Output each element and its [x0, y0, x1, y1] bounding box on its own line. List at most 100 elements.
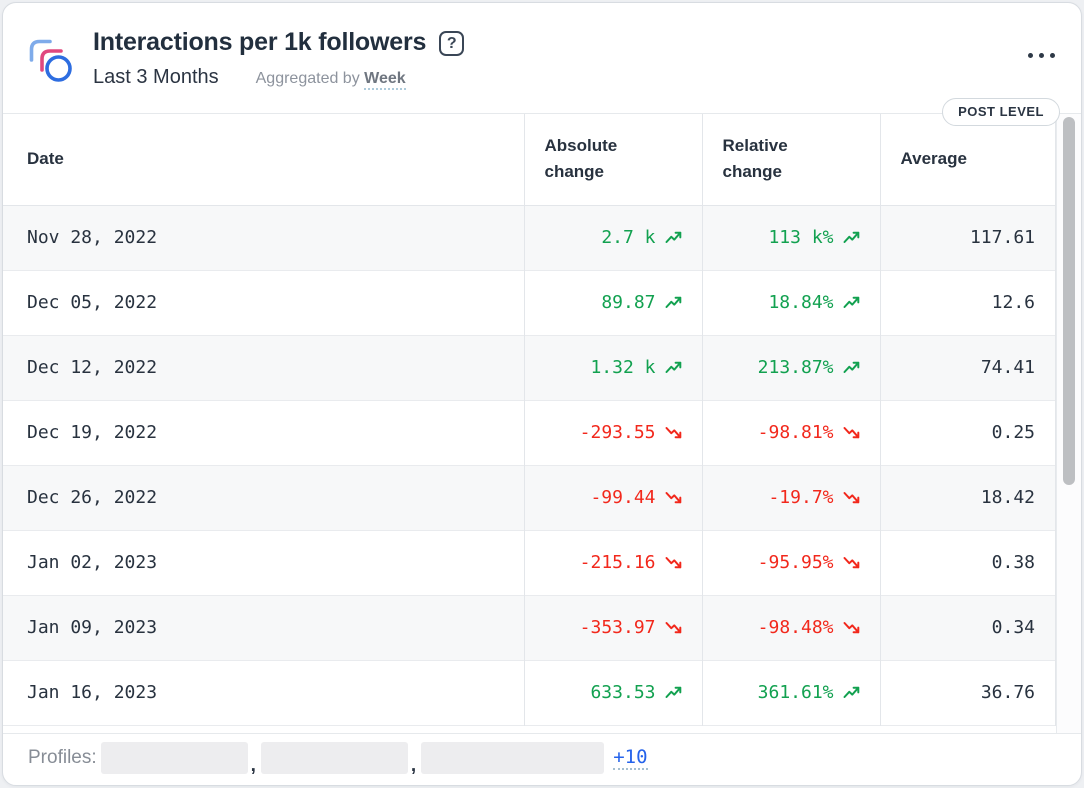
date-cell: Dec 26, 2022	[3, 465, 525, 530]
aggregation-selector[interactable]: Week	[364, 70, 406, 90]
trend-down-icon	[843, 552, 860, 573]
trend-down-icon	[665, 552, 682, 573]
relative-change-cell: -95.95%	[702, 530, 881, 595]
date-range-label: Last 3 Months	[93, 66, 219, 88]
average-cell: 36.76	[880, 660, 1056, 725]
trend-down-icon	[665, 422, 682, 443]
change-value: 18.84%	[768, 292, 834, 313]
date-cell: Jan 02, 2023	[3, 530, 525, 595]
relative-change-cell: 113 k%	[702, 205, 881, 270]
change-value: -293.55	[579, 422, 656, 443]
absolute-change-cell: 633.53	[524, 660, 703, 725]
table-row: Dec 12, 2022 1.32 k 213.87% 74.41	[3, 335, 1056, 400]
date-cell: Jan 16, 2023	[3, 660, 525, 725]
scrollbar-thumb[interactable]	[1063, 117, 1075, 485]
help-icon[interactable]: ?	[439, 31, 465, 56]
trend-up-icon	[665, 357, 682, 378]
date-cell: Dec 05, 2022	[3, 270, 525, 335]
average-cell: 117.61	[880, 205, 1056, 270]
ellipsis-dot	[1050, 53, 1055, 58]
trend-up-icon	[843, 682, 860, 703]
column-header-average: Average	[880, 114, 1056, 206]
absolute-change-cell: -353.97	[524, 595, 703, 660]
trend-up-icon	[665, 682, 682, 703]
table-area: Date Absolute change Relative change Ave…	[3, 113, 1081, 733]
change-value: 1.32 k	[590, 357, 656, 378]
date-cell: Jan 09, 2023	[3, 595, 525, 660]
change-value: 113 k%	[768, 227, 834, 248]
average-cell: 0.34	[880, 595, 1056, 660]
table-row: Jan 02, 2023 -215.16 -95.95% 0.38	[3, 530, 1056, 595]
profiles-separator: ,	[410, 755, 417, 776]
table-row: Dec 05, 2022 89.87 18.84% 12.6	[3, 270, 1056, 335]
average-cell: 74.41	[880, 335, 1056, 400]
trend-up-icon	[665, 227, 682, 248]
average-cell: 0.25	[880, 400, 1056, 465]
trend-down-icon	[665, 487, 682, 508]
table-row: Dec 19, 2022 -293.55 -98.81% 0.25	[3, 400, 1056, 465]
date-cell: Dec 19, 2022	[3, 400, 525, 465]
redacted-profile-name	[260, 741, 408, 774]
ellipsis-dot	[1028, 53, 1033, 58]
change-value: -19.7%	[768, 487, 834, 508]
absolute-change-cell: 2.7 k	[524, 205, 703, 270]
change-value: -95.95%	[757, 552, 834, 573]
title-block: Interactions per 1k followers ? Last 3 M…	[93, 28, 465, 90]
more-options-button[interactable]	[1024, 45, 1059, 66]
trend-down-icon	[665, 617, 682, 638]
aggregation-label: Aggregated by Week	[255, 70, 406, 90]
relative-change-cell: -98.81%	[702, 400, 881, 465]
date-cell: Dec 12, 2022	[3, 335, 525, 400]
widget-footer: Profiles: , , +10	[3, 733, 1081, 785]
trend-up-icon	[843, 357, 860, 378]
trend-down-icon	[843, 422, 860, 443]
change-value: -353.97	[579, 617, 656, 638]
more-profiles-link[interactable]: +10	[613, 745, 648, 770]
change-value: -98.48%	[757, 617, 834, 638]
column-header-date: Date	[3, 114, 525, 206]
column-header-absolute-change: Absolute change	[524, 114, 703, 206]
change-value: -215.16	[579, 552, 656, 573]
data-table: Date Absolute change Relative change Ave…	[3, 114, 1056, 726]
relative-change-cell: 18.84%	[702, 270, 881, 335]
relative-change-cell: 361.61%	[702, 660, 881, 725]
absolute-change-cell: -293.55	[524, 400, 703, 465]
trend-down-icon	[843, 617, 860, 638]
profiles-label: Profiles:	[28, 746, 97, 768]
relative-change-cell: -19.7%	[702, 465, 881, 530]
change-value: -99.44	[590, 487, 656, 508]
average-cell: 12.6	[880, 270, 1056, 335]
table-row: Nov 28, 2022 2.7 k 113 k% 117.61	[3, 205, 1056, 270]
relative-change-cell: -98.48%	[702, 595, 881, 660]
absolute-change-cell: 89.87	[524, 270, 703, 335]
table-body: Nov 28, 2022 2.7 k 113 k% 117.61 Dec 05, 202…	[3, 205, 1056, 725]
post-level-badge: POST LEVEL	[942, 98, 1060, 126]
redacted-profile-name	[100, 741, 248, 774]
column-header-relative-change: Relative change	[702, 114, 881, 206]
table-header-row: Date Absolute change Relative change Ave…	[3, 114, 1056, 206]
scrollbar-track[interactable]	[1056, 114, 1081, 733]
change-value: 89.87	[601, 292, 656, 313]
widget-header: Interactions per 1k followers ? Last 3 M…	[3, 3, 1081, 113]
app-logo-icon	[25, 35, 73, 83]
trend-up-icon	[843, 292, 860, 313]
change-value: 633.53	[590, 682, 656, 703]
average-cell: 18.42	[880, 465, 1056, 530]
redacted-profile-name	[421, 741, 605, 774]
change-value: 213.87%	[757, 357, 834, 378]
ellipsis-dot	[1039, 53, 1044, 58]
change-value: 2.7 k	[601, 227, 656, 248]
relative-change-cell: 213.87%	[702, 335, 881, 400]
widget-title: Interactions per 1k followers	[93, 28, 427, 56]
table-row: Dec 26, 2022 -99.44 -19.7% 18.42	[3, 465, 1056, 530]
trend-up-icon	[665, 292, 682, 313]
average-cell: 0.38	[880, 530, 1056, 595]
absolute-change-cell: -215.16	[524, 530, 703, 595]
absolute-change-cell: -99.44	[524, 465, 703, 530]
trend-up-icon	[843, 227, 860, 248]
date-cell: Nov 28, 2022	[3, 205, 525, 270]
table-row: Jan 09, 2023 -353.97 -98.48% 0.34	[3, 595, 1056, 660]
change-value: 361.61%	[757, 682, 834, 703]
aggregated-by-text: Aggregated by	[255, 70, 360, 87]
